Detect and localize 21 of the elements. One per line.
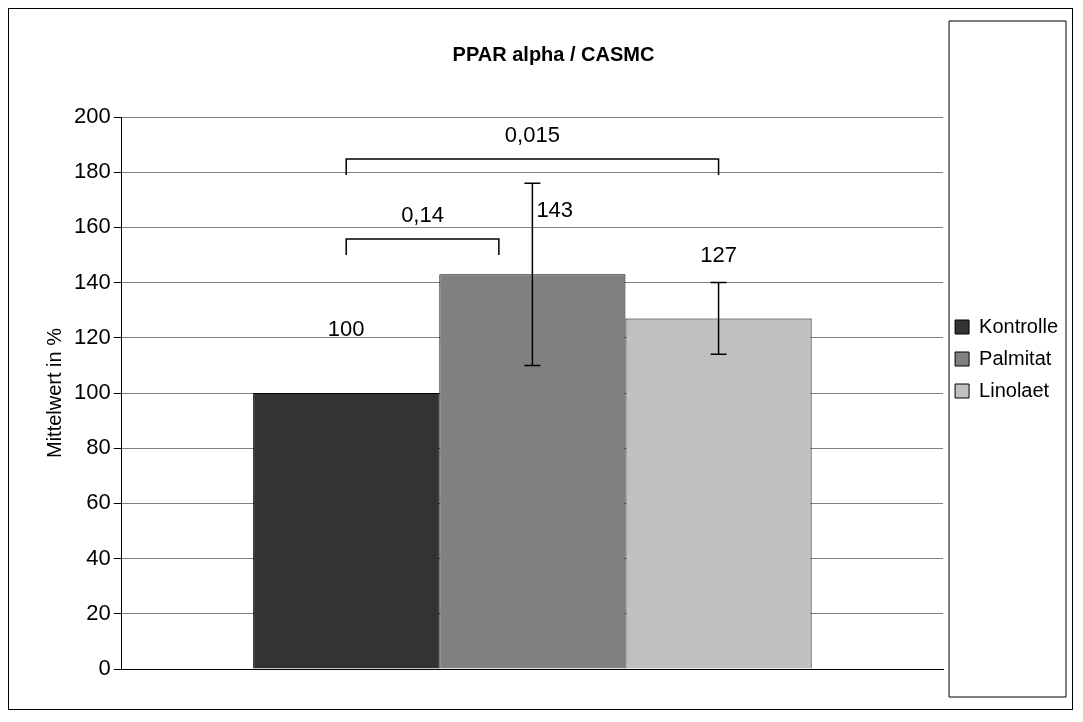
legend-label: Linolaet: [979, 378, 1050, 401]
annotation: 0,14: [401, 202, 444, 228]
y-tick-label: 0: [98, 655, 111, 681]
y-tick-label: 120: [73, 323, 111, 349]
y-axis-title: Mittelwert in %: [42, 327, 65, 459]
y-tick-label: 80: [86, 434, 111, 460]
y-tick-label: 160: [73, 213, 111, 239]
y-tick-label: 200: [73, 103, 111, 129]
y-tick-label: 100: [73, 379, 111, 405]
y-tick-label: 60: [86, 489, 111, 515]
legend-label: Palmitat: [979, 346, 1052, 369]
y-tick-label: 40: [86, 544, 111, 570]
y-tick-label: 180: [73, 158, 111, 184]
data-label: 100: [327, 316, 365, 342]
annotation: 0,015: [504, 122, 560, 148]
data-label: 143: [536, 197, 574, 223]
chart-title: PPAR alpha / CASMC: [452, 42, 655, 65]
legend-label: Kontrolle: [979, 314, 1058, 337]
y-tick-label: 20: [86, 599, 111, 625]
data-label: 127: [700, 241, 737, 267]
y-tick-label: 140: [73, 268, 111, 294]
